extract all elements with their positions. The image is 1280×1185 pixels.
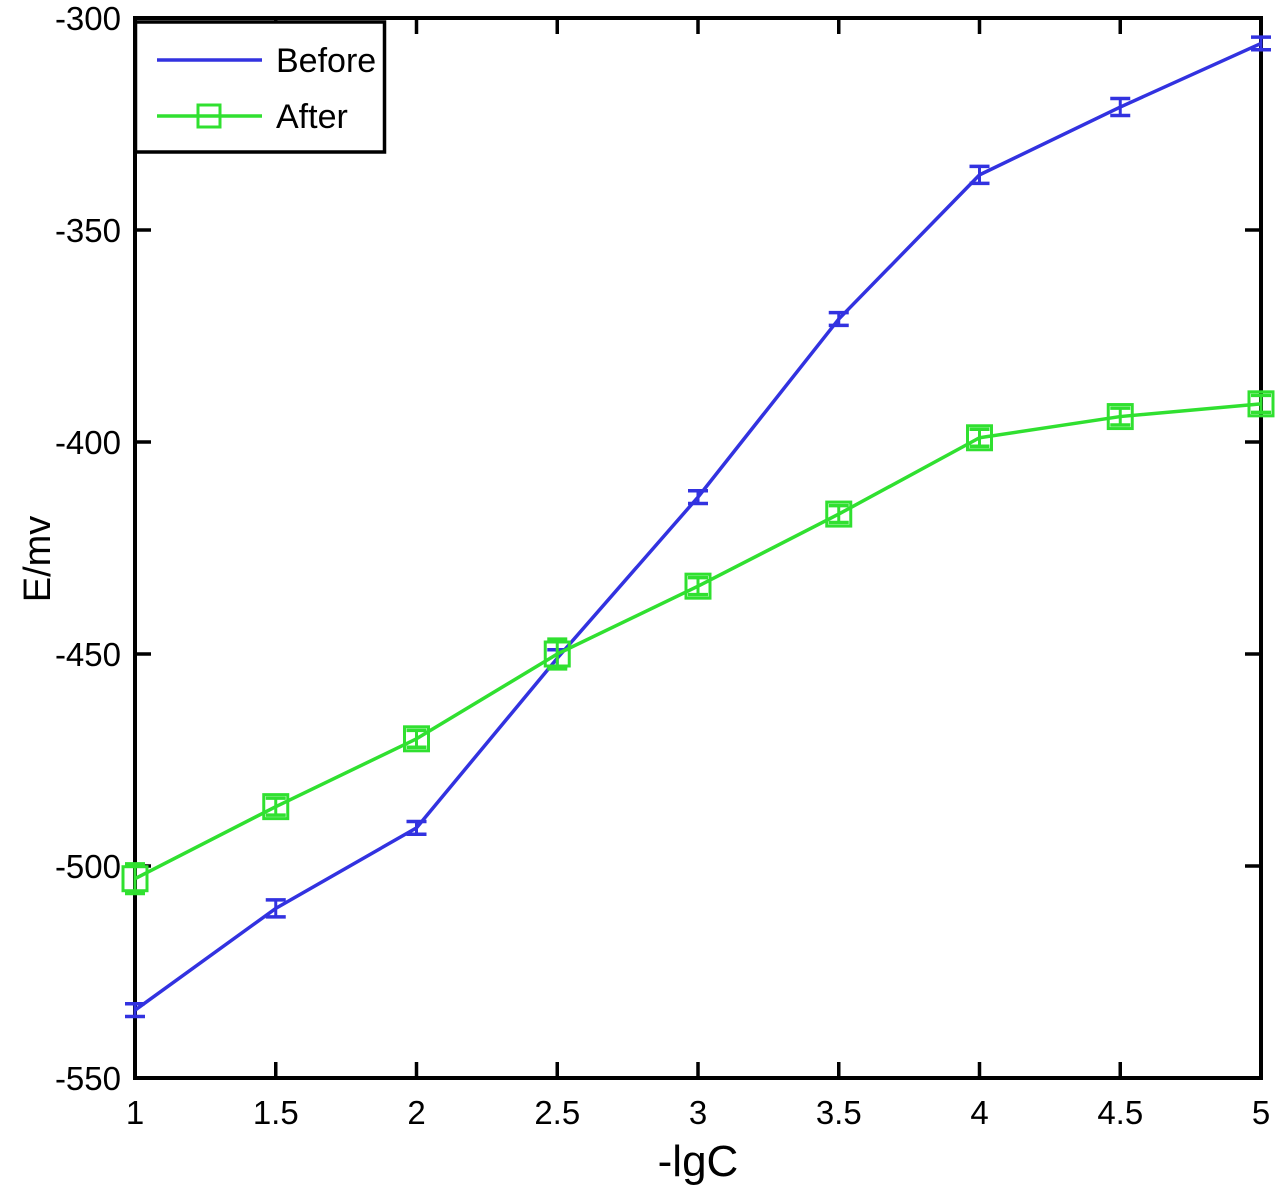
x-tick-label: 1.5 [253,1094,299,1131]
data-point-marker-after [262,793,290,821]
y-tick-label: -300 [55,0,121,37]
data-point-marker-after [121,865,149,893]
y-tick-label: -450 [55,636,121,673]
legend-box [133,20,387,154]
data-point-marker-after [825,500,853,528]
legend-label-after: After [276,98,348,136]
x-tick-label: 2.5 [534,1094,580,1131]
x-tick-label: 3.5 [816,1094,862,1131]
series-line-before [133,41,1262,1012]
data-point-marker-after [966,424,993,452]
plot-area: 1 1.5 2 2.5 3 3.5 4 4.5 5 -550 -500 -450 -400 -350 -30… [55,0,1275,1131]
data-point-marker-after [403,725,430,753]
x-tick-label: 2 [407,1094,425,1131]
data-point-marker-after [1247,390,1275,418]
legend-label-before: Before [276,42,376,80]
series-line-after [134,402,1262,881]
x-tick-label: 3 [689,1094,707,1131]
data-point-marker-after [1106,403,1134,431]
legend-marker-after [196,103,222,129]
x-tick-label: 5 [1252,1094,1270,1131]
y-tick-label: -350 [55,212,121,249]
y-axis-title: E/mv [17,516,59,603]
data-point-marker-after [543,640,571,668]
y-tick-label: -400 [55,424,121,461]
legend: Before After [133,20,387,154]
data-point-marker-after [684,572,712,600]
y-tick-label: -550 [55,1060,121,1097]
x-axis-title: -lgC [658,1137,739,1185]
y-tick-label: -500 [55,848,121,885]
plot-border [133,16,1263,1080]
x-tick-label: 4.5 [1097,1094,1143,1131]
x-tick-label: 4 [970,1094,988,1131]
x-tick-label: 1 [126,1094,144,1131]
